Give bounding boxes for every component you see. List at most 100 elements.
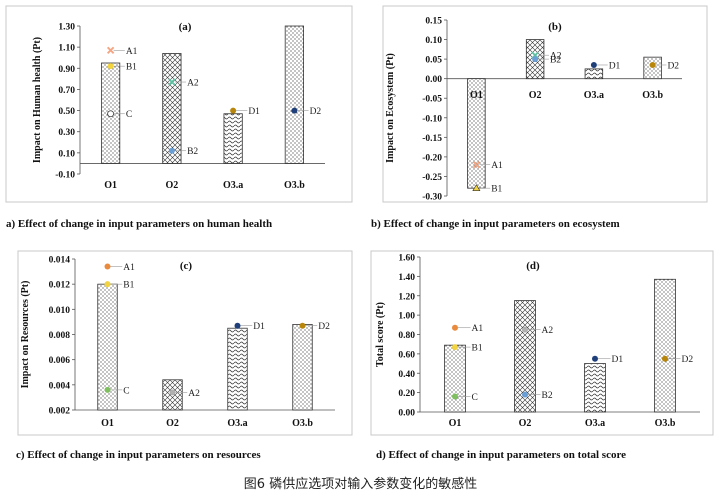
chart-b-caption: b) Effect of change in input parameters …: [371, 218, 620, 230]
data-label-B2: B2: [542, 391, 553, 401]
data-label-B1: B1: [491, 185, 502, 195]
data-label-B2: B2: [550, 56, 561, 66]
y-tick-label: 0.60: [398, 350, 415, 360]
x-tick-label: O3.a: [585, 418, 605, 429]
x-tick-label: O3.b: [292, 418, 313, 429]
data-point-A1: [472, 161, 481, 169]
data-label-A2: A2: [188, 389, 200, 399]
data-point-B1: [452, 344, 458, 351]
y-tick-label: 0.20: [398, 389, 415, 399]
x-tick-label: O1: [104, 180, 117, 191]
bar-O2: [514, 300, 536, 413]
data-label-D2: D2: [682, 355, 694, 365]
bar-O3.a: [223, 113, 243, 164]
y-tick-label: 0.10: [58, 149, 75, 159]
bar-O3.b: [292, 324, 313, 411]
data-label-D2: D2: [310, 107, 322, 117]
chart-c-caption: c) Effect of change in input parameters …: [16, 449, 261, 461]
data-point-A1: [106, 46, 115, 54]
bar-O3.a: [584, 363, 606, 413]
x-tick-label: O1: [470, 90, 483, 101]
chart-border: [370, 250, 714, 436]
chart-a-svg: -0.10 0.10 0.30 0.50 0.70 0.90 1.10 1.30 Impact …: [5, 5, 353, 203]
bar-O3.b: [284, 25, 304, 164]
data-point-D2: [299, 322, 306, 329]
data-point-D2: [649, 61, 656, 68]
y-axis-label: Impact on Human health (Pt): [32, 37, 43, 163]
y-tick-label: 0.002: [49, 407, 71, 417]
y-axis-label: Total score (Pt): [375, 302, 386, 367]
data-label-C: C: [123, 386, 129, 396]
data-label-A1: A1: [126, 47, 138, 57]
data-point-A1: [104, 263, 111, 270]
data-point-C: [107, 110, 115, 118]
y-tick-label: 0.012: [49, 281, 71, 291]
x-tick-label: O3.a: [227, 418, 247, 429]
y-tick-label: 1.20: [398, 292, 415, 302]
data-label-B1: B1: [126, 63, 137, 73]
y-tick-label: 0.008: [49, 331, 71, 341]
chart-d-svg: 0.00 0.20 0.40 0.60 0.80 1.00 1.20 1.40 1.60 Tota…: [370, 250, 714, 436]
y-tick-label: 0.00: [398, 409, 415, 419]
data-point-B1: [104, 281, 111, 288]
bar-O2: [162, 53, 182, 164]
y-tick-label: 1.00: [398, 312, 415, 322]
x-tick-label: O3.b: [284, 180, 305, 191]
data-point-D1: [592, 355, 598, 362]
y-tick-label: 1.40: [398, 273, 415, 283]
bar-O3.b: [654, 278, 676, 413]
data-point-D2: [662, 355, 668, 362]
chart-panel-a: -0.10 0.10 0.30 0.50 0.70 0.90 1.10 1.30 Impact …: [0, 0, 360, 210]
data-point-A2: [169, 389, 176, 396]
y-tick-label: 0.15: [425, 17, 442, 27]
panel-tag: (b): [548, 21, 562, 33]
chart-a-caption: a) Effect of change in input parameters …: [6, 218, 273, 230]
data-point-D2: [291, 107, 298, 114]
chart-panel-c: 0.002 0.004 0.006 0.008 0.010 0.012 0.014 Impac…: [0, 245, 360, 440]
data-label-B2: B2: [187, 147, 198, 157]
panel-tag: (d): [526, 260, 540, 272]
data-point-B1: [107, 63, 114, 70]
y-tick-label: 0.40: [398, 370, 415, 380]
bar-O1: [444, 344, 466, 413]
data-label-A2: A2: [542, 326, 554, 336]
data-point-B2: [168, 147, 175, 154]
y-tick-label: 0.006: [49, 356, 71, 366]
chart-border: [382, 5, 708, 203]
data-point-B2: [532, 56, 539, 63]
data-point-B1: [472, 184, 481, 191]
chart-border: [17, 250, 353, 436]
chart-b-svg: -0.30 -0.25 -0.20 -0.15 -0.10 -0.05 0.00 0.05 0.…: [382, 5, 708, 203]
chart-panel-d: 0.00 0.20 0.40 0.60 0.80 1.00 1.20 1.40 1.60 Tota…: [365, 245, 721, 440]
x-tick-label: O2: [166, 418, 179, 429]
panel-tag: (a): [179, 21, 192, 33]
data-label-A1: A1: [491, 161, 503, 171]
panel-tag: (c): [180, 260, 193, 272]
chart-c-svg: 0.002 0.004 0.006 0.008 0.010 0.012 0.014 Impac…: [17, 250, 353, 436]
data-point-A2: [522, 326, 528, 333]
data-label-D2: D2: [667, 61, 679, 71]
data-point-D1: [234, 322, 241, 329]
data-point-A1: [452, 324, 458, 331]
y-tick-label: -0.10: [422, 114, 442, 124]
figure-caption: 图6 磷供应选项对输入参数变化的敏感性: [243, 477, 478, 492]
y-tick-label: -0.15: [422, 134, 442, 144]
y-tick-label: 1.60: [398, 254, 415, 264]
data-point-C: [452, 393, 458, 400]
data-label-D1: D1: [609, 61, 621, 71]
data-label-A1: A1: [123, 263, 135, 273]
data-point-D1: [590, 61, 597, 68]
data-label-B1: B1: [123, 281, 134, 291]
y-tick-label: 0.00: [425, 75, 442, 85]
chart-border: [5, 5, 353, 203]
y-axis-label: Impact on Resources (Pt): [20, 281, 31, 389]
x-tick-label: O3.a: [584, 90, 604, 101]
y-tick-label: 0.10: [425, 36, 442, 46]
y-tick-label: 0.50: [58, 107, 75, 117]
y-tick-label: 0.05: [425, 56, 442, 66]
x-tick-label: O3.a: [223, 180, 243, 191]
x-tick-label: O2: [519, 418, 532, 429]
y-tick-label: 1.30: [58, 23, 75, 33]
y-tick-label: 0.80: [398, 331, 415, 341]
y-tick-label: -0.30: [422, 193, 442, 203]
